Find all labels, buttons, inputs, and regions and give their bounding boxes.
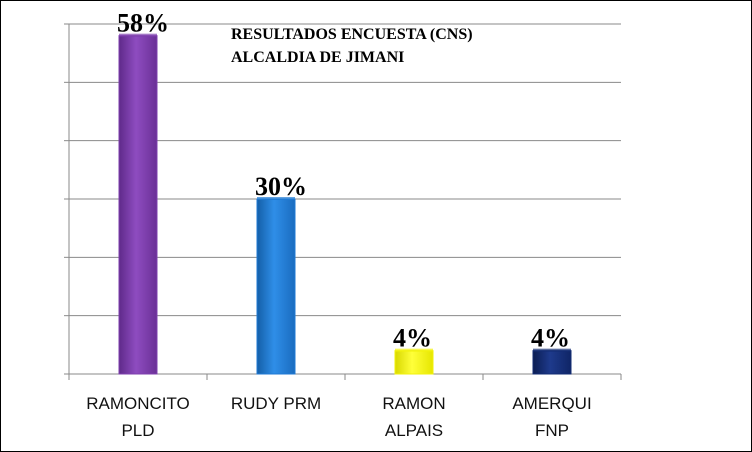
chart-title-line-2: ALCALDIA DE JIMANI xyxy=(231,49,404,66)
category-label-1: RUDY PRM xyxy=(231,394,321,413)
bar-cap-2 xyxy=(395,348,433,352)
gridlines xyxy=(69,23,621,317)
bar-2 xyxy=(394,350,434,375)
category-label-line: ALPAIS xyxy=(385,421,443,440)
data-label-1: 30% xyxy=(255,172,307,201)
bar-cap-1 xyxy=(257,197,295,200)
category-label-line: FNP xyxy=(535,421,569,440)
y-ticks xyxy=(64,23,69,375)
bar-3 xyxy=(532,350,572,375)
category-label-3: AMERQUI FNP xyxy=(512,394,591,440)
category-label-line: RAMON xyxy=(382,394,445,413)
category-label-line: RAMONCITO xyxy=(86,394,190,413)
bar-cap-3 xyxy=(533,348,571,352)
chart-title-line-1: RESULTADOS ENCUESTA (CNS) xyxy=(231,26,473,43)
category-labels: RAMONCITO PLD RUDY PRM RAMON ALPAIS AMERQUI FN… xyxy=(86,394,591,440)
category-label-0: RAMONCITO PLD xyxy=(86,394,190,440)
bar-1 xyxy=(256,198,296,375)
data-label-2: 4% xyxy=(393,324,432,353)
category-label-line: RUDY PRM xyxy=(231,394,321,413)
bars xyxy=(118,33,572,375)
bar-cap-0 xyxy=(119,33,157,37)
data-labels: 58% 30% 4% 4% xyxy=(117,9,570,353)
category-label-line: PLD xyxy=(121,421,154,440)
data-label-3: 4% xyxy=(531,324,570,353)
category-label-2: RAMON ALPAIS xyxy=(382,394,445,440)
x-ticks xyxy=(68,374,622,380)
bar-0 xyxy=(118,35,158,375)
data-label-0: 58% xyxy=(117,9,169,38)
category-label-line: AMERQUI xyxy=(512,394,591,413)
